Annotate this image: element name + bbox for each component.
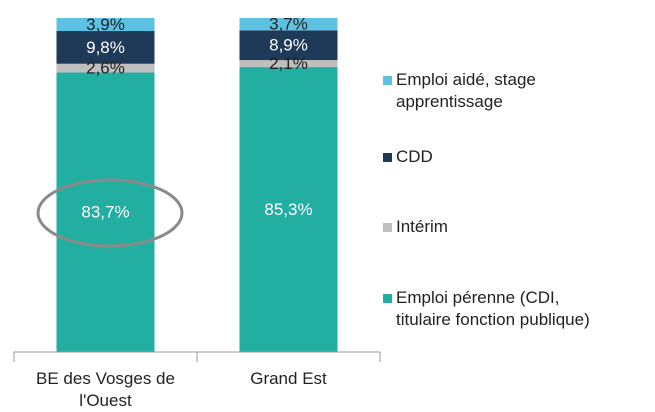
value-label: 83,7%: [81, 203, 129, 222]
bar-segment: [56, 31, 155, 64]
bar-segment: [239, 60, 338, 68]
x-tick-label: BE des Vosges de l'Ouest: [36, 369, 175, 410]
legend-swatch: [383, 294, 392, 303]
value-label: 85,3%: [264, 200, 312, 219]
legend-swatch: [383, 76, 392, 85]
bar-segment: [56, 63, 155, 73]
legend-label: Intérim: [396, 217, 448, 236]
bar-segment: [239, 18, 338, 31]
value-label: 9,8%: [86, 38, 125, 57]
bar-segment: [239, 67, 338, 353]
bar-segment: [56, 72, 155, 352]
bar-segment: [56, 18, 155, 32]
value-label: 8,9%: [269, 36, 308, 55]
legend-swatch: [383, 223, 392, 232]
x-tick-label: Grand Est: [250, 369, 327, 388]
value-label: 3,9%: [86, 15, 125, 34]
legend-swatch: [383, 153, 392, 162]
legend-label: Emploi pérenne (CDI, titulaire fonction …: [396, 288, 590, 329]
legend-label: CDD: [396, 147, 433, 166]
value-label: 3,7%: [269, 15, 308, 34]
highlight-ellipse: [36, 178, 184, 248]
bar-segment: [239, 30, 338, 61]
value-label: 2,1%: [269, 54, 308, 73]
value-label: 2,6%: [86, 59, 125, 78]
legend-label: Emploi aidé, stage apprentissage: [396, 70, 536, 111]
